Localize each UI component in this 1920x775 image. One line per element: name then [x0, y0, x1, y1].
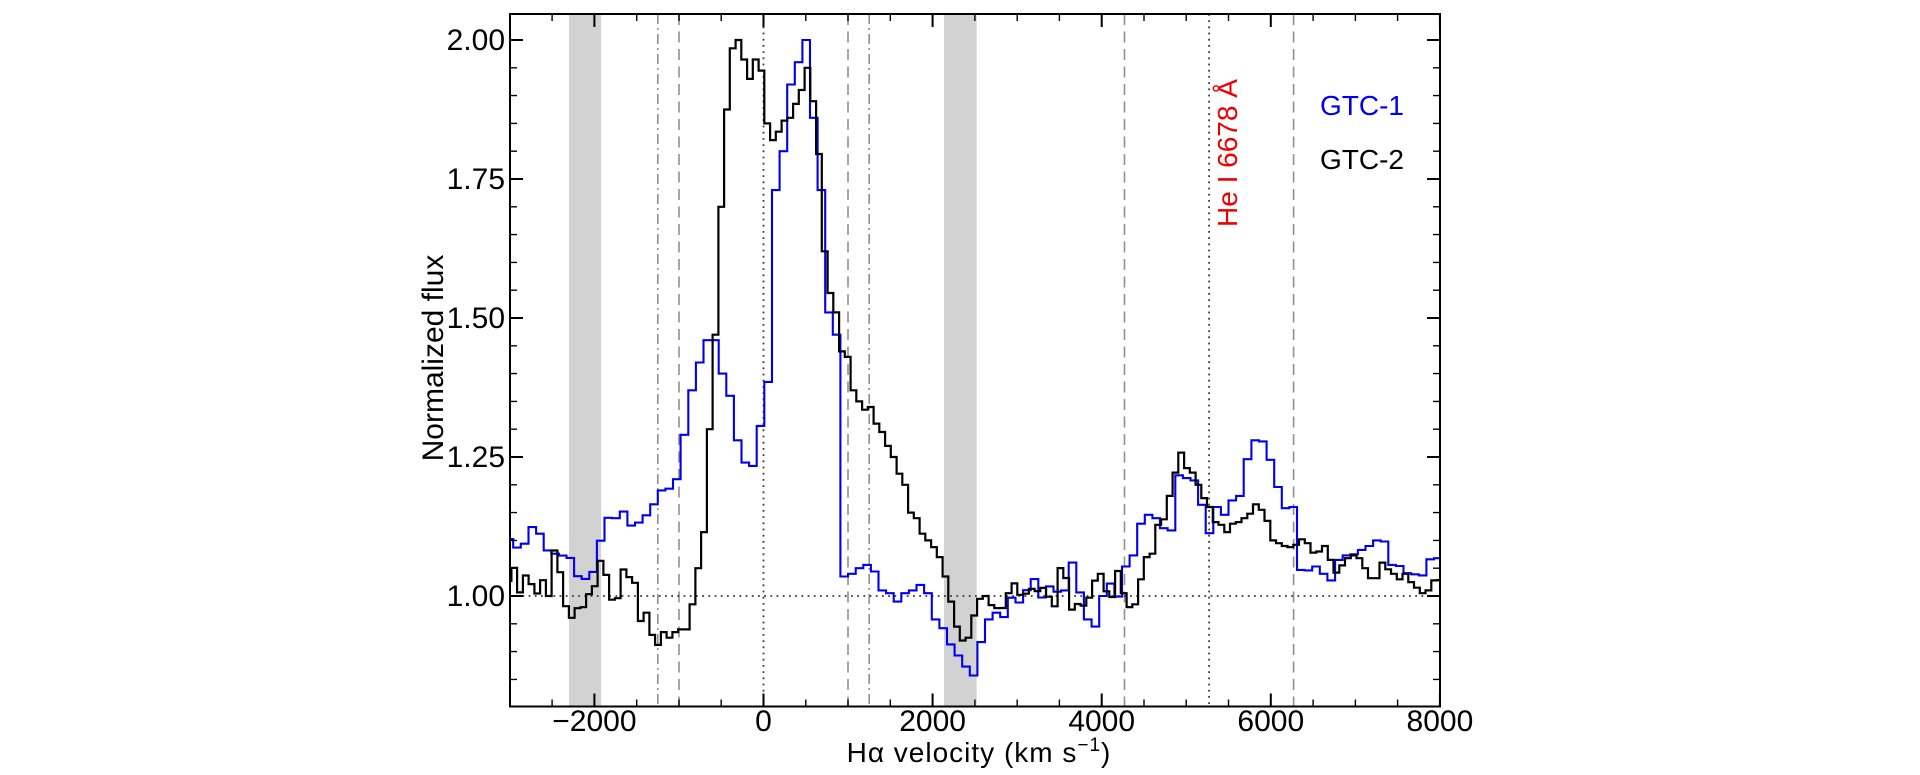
svg-text:Hα velocity (km s−1): Hα velocity (km s−1): [847, 735, 1112, 768]
svg-text:1.25: 1.25: [447, 441, 505, 474]
svg-text:2.00: 2.00: [447, 24, 505, 57]
svg-text:GTC-1: GTC-1: [1320, 90, 1404, 121]
svg-text:8000: 8000: [1407, 705, 1474, 738]
svg-text:1.00: 1.00: [447, 580, 505, 613]
svg-text:6000: 6000: [1237, 705, 1304, 738]
svg-text:4000: 4000: [1068, 705, 1135, 738]
svg-text:−2000: −2000: [552, 705, 636, 738]
svg-text:2000: 2000: [899, 705, 966, 738]
svg-text:1.50: 1.50: [447, 302, 505, 335]
svg-text:GTC-2: GTC-2: [1320, 144, 1404, 175]
svg-text:0: 0: [755, 705, 772, 738]
svg-text:He I 6678 Å: He I 6678 Å: [1212, 79, 1243, 227]
svg-text:Normalized flux: Normalized flux: [417, 255, 450, 462]
svg-text:1.75: 1.75: [447, 163, 505, 196]
